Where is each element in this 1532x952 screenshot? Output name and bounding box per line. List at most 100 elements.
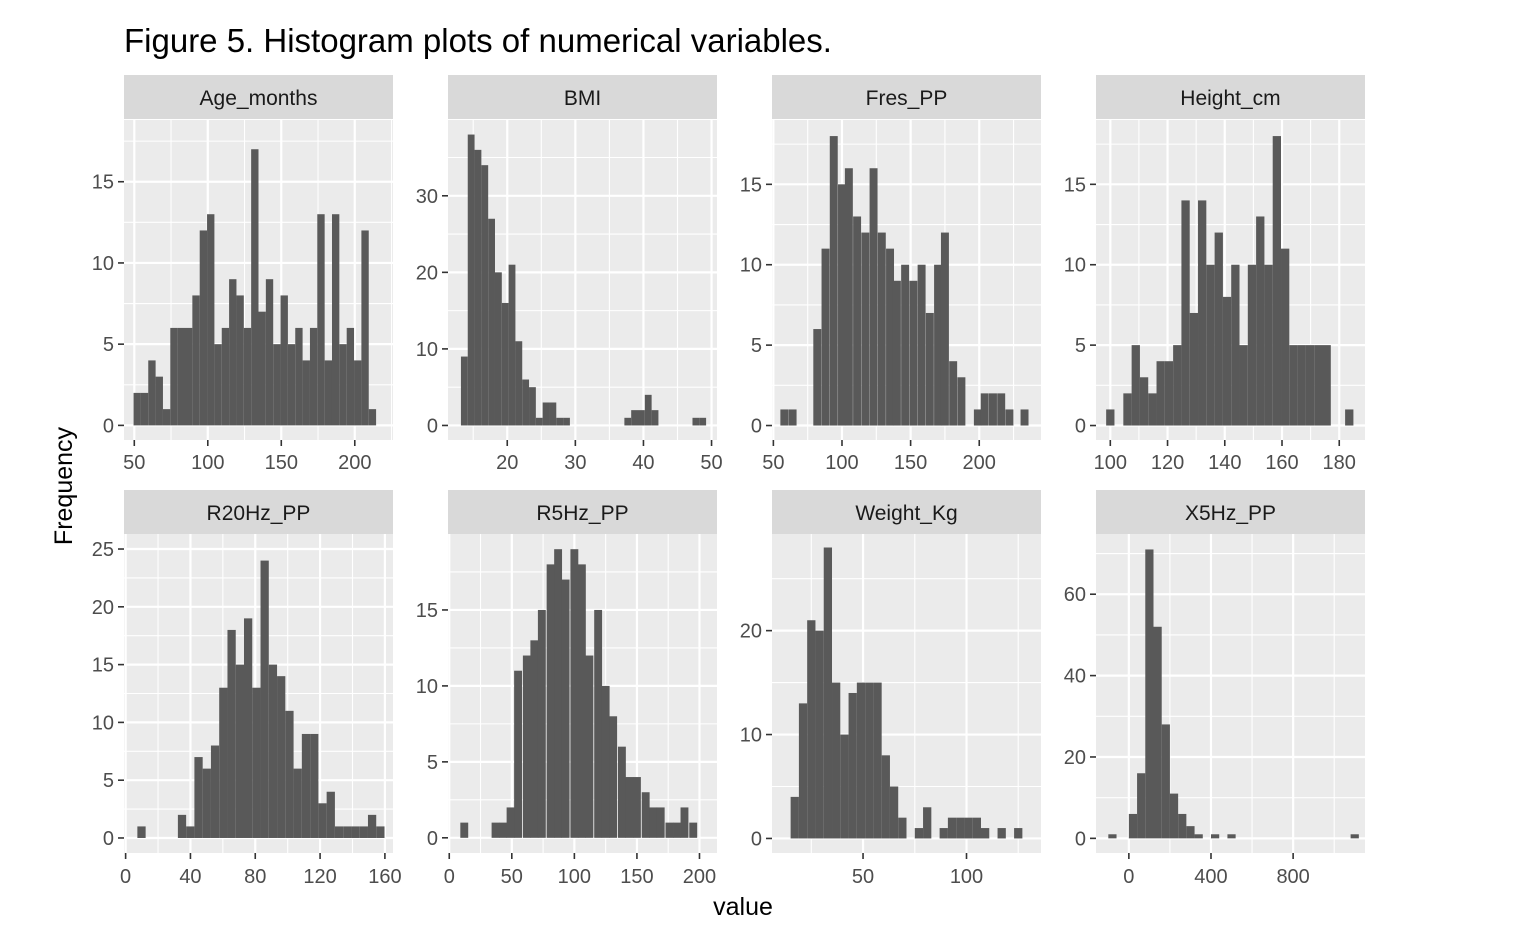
x-tick-label: 100 xyxy=(1094,452,1127,474)
histogram-bar xyxy=(554,549,563,838)
histogram-bar xyxy=(1247,264,1257,426)
histogram-bar xyxy=(798,703,808,839)
x-axis-title: value xyxy=(713,893,773,921)
strip-background xyxy=(772,75,1041,119)
histogram-bar xyxy=(467,134,475,426)
histogram-bar xyxy=(909,280,918,426)
histogram-bar xyxy=(1314,345,1323,426)
histogram-bar xyxy=(133,392,141,426)
histogram-bar xyxy=(832,682,841,839)
x-tick-label: 150 xyxy=(894,452,927,474)
x-tick-label: 0 xyxy=(120,866,131,888)
histogram-bar xyxy=(1156,361,1165,426)
y-tick-label: 0 xyxy=(1075,416,1086,438)
histogram-bar xyxy=(577,564,586,838)
y-tick-label: 20 xyxy=(92,597,114,619)
histogram-bar xyxy=(535,417,543,426)
histogram-bar xyxy=(997,828,1006,839)
histogram-bar xyxy=(1020,409,1029,426)
histogram-bar xyxy=(609,716,618,838)
histogram-bar xyxy=(537,609,546,838)
histogram-bar xyxy=(980,828,990,839)
histogram-bar xyxy=(1005,409,1014,426)
histogram-bar xyxy=(980,393,989,426)
histogram-bar xyxy=(570,549,579,838)
x-tick-label: 30 xyxy=(564,452,586,474)
panel-Height_cm: Height_cm 0 5 10 15 100 120 140 160 180 xyxy=(1064,75,1365,474)
panel-BMI: BMI 0 10 20 30 20 30 40 50 xyxy=(416,75,723,474)
y-tick-label: 10 xyxy=(740,255,762,277)
histogram-bar xyxy=(309,327,318,426)
histogram-bar xyxy=(494,272,502,426)
histogram-bar xyxy=(1178,813,1187,839)
histogram-bar xyxy=(219,687,228,838)
histogram-bar xyxy=(840,734,849,839)
strip-label: BMI xyxy=(564,87,601,110)
histogram-bar xyxy=(354,360,362,426)
histogram-bar xyxy=(1108,834,1117,839)
histogram-bar xyxy=(556,417,564,426)
histogram-bar xyxy=(699,417,707,426)
histogram-bar xyxy=(280,295,288,426)
histogram-bar xyxy=(177,814,187,838)
histogram-bar xyxy=(265,279,274,426)
x-tick-label: 200 xyxy=(338,452,371,474)
strip-label: Fres_PP xyxy=(866,87,948,110)
histogram-bar xyxy=(790,796,799,839)
x-tick-label: 100 xyxy=(558,866,591,888)
histogram-bar xyxy=(1305,345,1315,426)
histogram-bar xyxy=(1164,361,1174,426)
panel-Fres_PP: Fres_PP 0 5 10 15 50 100 150 200 xyxy=(740,75,1041,474)
y-tick-label: 15 xyxy=(740,174,762,196)
histogram-bar xyxy=(680,807,689,838)
strip-label: X5Hz_PP xyxy=(1185,502,1276,525)
histogram-bar xyxy=(934,264,943,426)
histogram-bar xyxy=(939,828,948,839)
strip-label: R20Hz_PP xyxy=(207,502,311,525)
y-tick-label: 10 xyxy=(416,339,438,361)
x-tick-label: 400 xyxy=(1194,866,1227,888)
histogram-bar xyxy=(865,682,874,839)
y-tick-label: 15 xyxy=(92,172,114,194)
x-tick-label: 40 xyxy=(179,866,201,888)
panel-Weight_Kg: Weight_Kg 0 10 20 50 100 xyxy=(740,490,1041,888)
histogram-bar xyxy=(499,822,507,838)
histogram-bar xyxy=(1350,834,1359,839)
histogram-bar xyxy=(601,685,610,838)
histogram-bar xyxy=(861,232,870,426)
histogram-bar xyxy=(227,629,236,838)
histogram-bar xyxy=(1137,773,1146,839)
histogram-bar xyxy=(339,344,347,426)
histogram-bar xyxy=(361,230,369,426)
histogram-bar xyxy=(170,327,178,426)
y-tick-label: 10 xyxy=(416,676,438,698)
y-tick-label: 0 xyxy=(103,828,114,850)
panel-background xyxy=(1096,534,1365,853)
x-tick-label: 50 xyxy=(762,452,784,474)
histogram-bar xyxy=(260,560,269,838)
y-tick-label: 5 xyxy=(103,770,114,792)
histogram-bar xyxy=(343,826,352,838)
y-tick-label: 5 xyxy=(427,752,438,774)
histogram-bar xyxy=(258,311,266,426)
histogram-bar xyxy=(1014,828,1023,839)
histogram-bar xyxy=(1345,409,1354,426)
histogram-bar xyxy=(474,149,482,426)
histogram-bar xyxy=(334,826,344,838)
histogram-bar xyxy=(692,417,700,426)
strip-background xyxy=(772,490,1041,534)
histogram-bar xyxy=(1264,264,1273,426)
histogram-bar xyxy=(886,248,895,426)
histogram-bar xyxy=(251,149,259,426)
histogram-bar xyxy=(1186,826,1195,839)
histogram-bar xyxy=(324,360,332,426)
histogram-bar xyxy=(508,264,516,426)
histogram-bar xyxy=(359,826,368,838)
x-tick-label: 100 xyxy=(825,452,858,474)
histogram-bar xyxy=(1181,200,1190,426)
histogram-bar xyxy=(317,214,325,426)
histogram-bar xyxy=(185,327,193,426)
x-tick-label: 120 xyxy=(1151,452,1184,474)
